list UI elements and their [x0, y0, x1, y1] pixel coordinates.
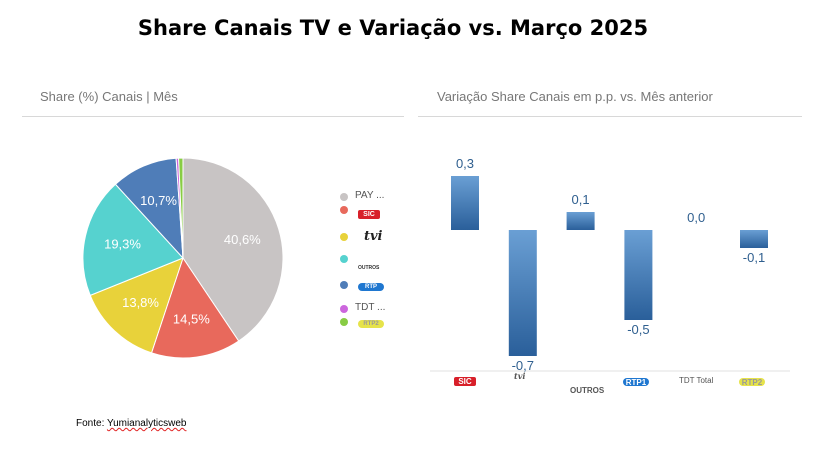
rtp2-logo-icon: RTP2	[358, 320, 384, 328]
legend-dot-rtp1	[340, 281, 348, 289]
x-label-outros-icon: OUTROS	[570, 386, 605, 395]
bar-label-sic: 0,3	[456, 156, 474, 171]
page-title: Share Canais TV e Variação vs. Março 202…	[137, 16, 649, 40]
pie-label-sic: 14,5%	[173, 311, 210, 326]
pie-slice-rtp2[interactable]	[178, 157, 184, 259]
x-label-sic-icon: SIC	[454, 377, 476, 386]
legend-dot-tvi	[340, 233, 348, 241]
pie-label-outros: 19,3%	[104, 236, 141, 251]
sic-logo-icon: SIC	[358, 210, 380, 219]
bar-tvi[interactable]	[508, 230, 537, 356]
pie-slice-pay-tv[interactable]	[182, 157, 284, 342]
legend-dot-pay	[340, 193, 348, 201]
bar-panel-divider	[418, 116, 802, 117]
bar-panel-title: Variação Share Canais em p.p. vs. Mês an…	[437, 89, 713, 104]
legend-item-sic[interactable]: SIC	[340, 205, 400, 219]
x-label-rtp2-icon: RTP2	[739, 378, 765, 387]
bar-rtp1[interactable]	[624, 230, 653, 320]
legend-item-rtp1[interactable]: RTP	[340, 278, 400, 292]
source-note: Fonte: Yumianalyticsweb	[76, 418, 186, 429]
source-prefix: Fonte:	[76, 418, 107, 429]
bar-label-tdt-total: 0,0	[687, 210, 705, 225]
bar-sic[interactable]	[451, 176, 479, 230]
x-label-tdt: TDT Total	[679, 376, 714, 385]
rtp1-logo-icon: RTP	[358, 283, 384, 291]
legend-dot-sic	[340, 206, 348, 214]
legend-dot-outros	[340, 255, 348, 263]
legend-label-pay: PAY ...	[355, 190, 385, 201]
bar-rtp2[interactable]	[740, 230, 768, 248]
legend-label-tdt: TDT ...	[355, 302, 386, 313]
pie-slice-sic[interactable]	[150, 256, 240, 359]
legend-dot-tdt	[340, 305, 348, 313]
legend-item-rtp2[interactable]: RTP2	[340, 315, 400, 329]
source-name: Yumianalyticsweb	[106, 418, 187, 429]
bar-outros[interactable]	[566, 212, 595, 230]
pie-slice-rtp1[interactable]	[114, 157, 184, 260]
bar-label-outros: 0,1	[572, 192, 590, 207]
variation-bar-chart: 0,3 -0,7 0,1 -0,5 0,0 -0,1	[430, 156, 790, 372]
pie-panel-title: Share (%) Canais | Mês	[40, 89, 178, 104]
bar-label-tvi: -0,7	[512, 358, 534, 372]
legend-item-outros[interactable]: OUTROS	[340, 252, 400, 271]
bar-label-rtp2: -0,1	[743, 250, 765, 265]
pie-panel-divider	[22, 116, 404, 117]
pie-label-tvi: 13,8%	[122, 295, 159, 310]
x-label-tvi-icon: tvi	[514, 371, 526, 381]
x-label-rtp1-icon: RTP1	[623, 378, 649, 387]
legend-item-tvi[interactable]: tvi	[340, 230, 400, 244]
pie-label-rtp1: 10,7%	[140, 193, 177, 208]
outros-logo-icon: OUTROS	[358, 265, 380, 271]
legend-dot-rtp2	[340, 318, 348, 326]
pie-label-pay-tv: 40,6%	[224, 232, 261, 247]
pie-slice-outros[interactable]	[82, 183, 184, 297]
share-pie-chart: 40,6% 14,5% 13,8% 19,3% 10,7%	[82, 157, 284, 359]
tvi-logo-icon: tvi	[364, 229, 383, 244]
bar-label-rtp1: -0,5	[627, 322, 649, 337]
pie-slice-tvi[interactable]	[89, 257, 184, 354]
